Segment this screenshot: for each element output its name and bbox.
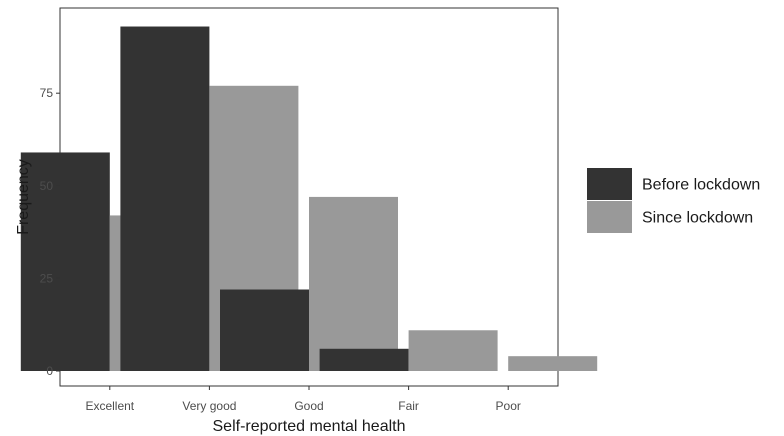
- y-tick-label: 50: [40, 179, 54, 193]
- x-tick-label: Very good: [182, 399, 236, 413]
- x-tick-label: Excellent: [85, 399, 134, 413]
- bar-fair-before-lockdown: [319, 348, 409, 371]
- x-axis-title: Self-reported mental health: [213, 418, 406, 435]
- bar-very-good-before-lockdown: [120, 26, 210, 372]
- y-axis-title: Frequency: [15, 159, 32, 235]
- bar-fair-since-lockdown: [408, 330, 498, 371]
- x-tick-label: Good: [294, 399, 323, 413]
- y-axis: 0 25 50 75: [40, 86, 60, 378]
- legend-label-since-lockdown: Since lockdown: [642, 210, 753, 227]
- legend: Before lockdown Since lockdown: [587, 168, 760, 233]
- x-tick-label: Poor: [496, 399, 521, 413]
- bar-good-since-lockdown: [309, 196, 398, 371]
- bar-good-before-lockdown: [220, 289, 309, 371]
- bar-excellent-before-lockdown: [20, 152, 110, 371]
- legend-label-before-lockdown: Before lockdown: [642, 177, 760, 194]
- y-tick-label: 25: [40, 271, 54, 285]
- y-tick-label: 0: [46, 364, 53, 378]
- y-tick-label: 75: [40, 86, 54, 100]
- legend-swatch-before-lockdown: [587, 168, 632, 200]
- x-tick-label: Fair: [398, 399, 419, 413]
- x-axis: Excellent Very good Good Fair Poor: [85, 386, 521, 413]
- bar-poor-since-lockdown: [508, 356, 598, 371]
- legend-swatch-since-lockdown: [587, 201, 632, 233]
- bars-group: [20, 26, 598, 372]
